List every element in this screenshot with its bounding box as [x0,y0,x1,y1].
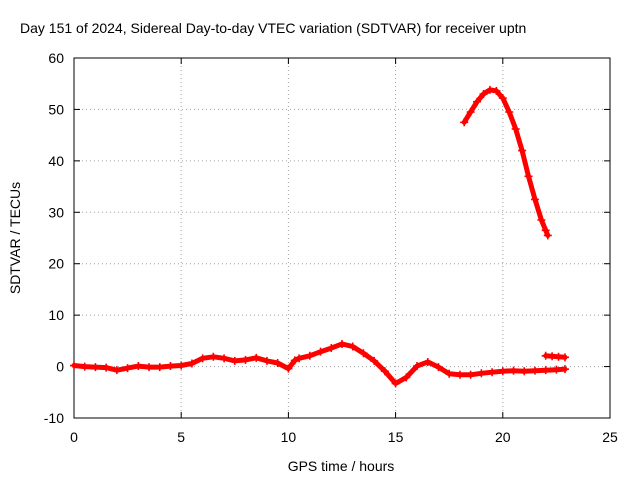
data-point [492,86,501,95]
data-point [552,365,561,374]
data-point [359,349,368,358]
data-point [145,363,154,372]
x-tick-label: 25 [602,429,618,445]
data-point [295,354,304,363]
y-axis-label: SDTVAR / TECUs [7,182,23,294]
y-tick-label: 30 [48,204,64,220]
data-point [273,358,282,367]
y-tick-label: 10 [48,307,64,323]
data-point [241,355,250,364]
data-point [541,366,550,375]
data-point [284,364,293,373]
data-point [560,365,569,374]
data-point [423,357,432,366]
data-point [460,118,469,127]
y-tick-label: 50 [48,101,64,117]
x-tick-label: 5 [177,429,185,445]
data-point [290,356,299,365]
data-point [220,354,229,363]
data-point [380,367,389,376]
x-tick-label: 15 [388,429,404,445]
data-point [445,369,454,378]
data-point [505,108,514,116]
data-point [327,344,336,353]
data-point [177,361,186,370]
data-layer [70,85,569,388]
data-point [498,367,507,376]
data-point [413,362,422,371]
data-point [112,366,121,375]
data-point [198,354,207,363]
y-tick-label: 0 [56,359,64,375]
data-point [252,353,261,362]
data-point [543,231,552,240]
data-point [455,370,464,379]
grid [74,58,610,418]
data-point [348,342,357,351]
data-point [316,347,325,356]
x-axis-label: GPS time / hours [288,458,395,474]
axis-ticks: 0 5 10 15 20 25 -10 0 10 20 30 40 50 60 [44,50,618,445]
data-point [477,369,486,378]
data-point [509,366,518,375]
data-point [466,108,475,116]
data-point [479,90,488,98]
data-point [530,195,539,204]
y-tick-label: -10 [44,410,64,426]
data-point [187,359,196,368]
data-point [560,353,569,362]
data-point [466,370,475,379]
series-0-trace [71,341,568,386]
chart-title: Day 151 of 2024, Sidereal Day-to-day VTE… [20,20,526,36]
data-point [498,94,507,103]
x-tick-label: 10 [281,429,297,445]
data-point [305,351,314,360]
data-point [473,97,482,106]
x-tick-label: 20 [495,429,511,445]
data-point [134,362,143,371]
data-point [262,356,271,365]
data-point [91,363,100,372]
x-tick-label: 0 [70,429,78,445]
data-point [524,172,533,181]
data-point [541,226,550,235]
data-point [80,362,89,371]
data-point [530,366,539,375]
data-point [434,363,443,372]
data-point [511,124,520,133]
data-point [70,361,78,370]
data-point [155,363,164,372]
data-point [230,356,239,365]
data-point [391,379,400,388]
data-point [102,363,111,372]
data-point [518,146,527,155]
y-tick-label: 40 [48,153,64,169]
data-point [537,216,546,224]
data-point [209,352,218,361]
data-point [123,364,132,373]
data-point [402,373,411,382]
data-point [166,362,175,371]
data-point [488,368,497,377]
data-point [370,356,379,365]
data-point [338,339,346,348]
y-tick-label: 20 [48,256,64,272]
plot-frame [73,57,611,419]
y-tick-label: 60 [48,50,64,66]
data-point [520,367,529,376]
data-point [485,85,494,94]
